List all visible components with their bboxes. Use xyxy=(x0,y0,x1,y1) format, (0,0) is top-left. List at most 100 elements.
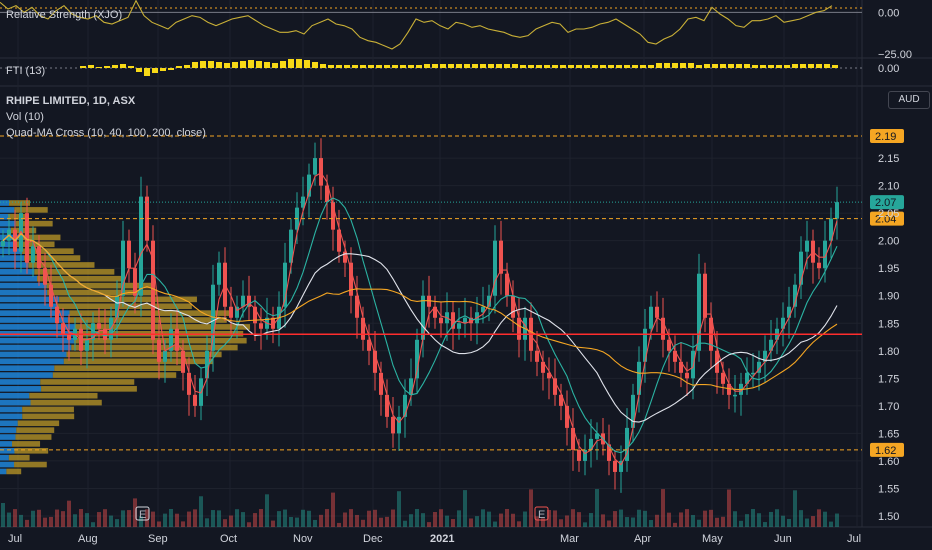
profile-bar-down xyxy=(68,317,227,323)
profile-bar-up xyxy=(0,441,13,447)
candle-body xyxy=(829,218,833,241)
volume-bar xyxy=(337,522,341,527)
ma-legend[interactable]: Quad-MA Cross (10, 40, 100, 200, close) xyxy=(6,127,206,139)
candle-body xyxy=(259,323,263,329)
time-tick-label: Mar xyxy=(560,533,579,545)
volume-bar xyxy=(217,510,221,527)
horizontal-levels: 2.19 2.04 1.62 2.07 xyxy=(0,129,904,457)
profile-bar-up xyxy=(0,406,23,413)
fti-bar xyxy=(200,61,206,68)
candle-body xyxy=(163,350,167,362)
profile-bar-down xyxy=(30,399,102,406)
volume-bar xyxy=(655,514,659,527)
volume-bar xyxy=(115,519,119,527)
candle-body xyxy=(43,268,47,285)
volume-bar xyxy=(121,510,125,527)
candle-body xyxy=(31,246,35,263)
volume-bar xyxy=(247,522,251,527)
fti-bar xyxy=(144,68,150,76)
last-price-badge xyxy=(870,195,904,210)
profile-bar-up xyxy=(0,413,23,420)
time-tick-label: Sep xyxy=(148,533,168,545)
volume-bar xyxy=(673,522,677,527)
volume-bar xyxy=(103,509,107,527)
profile-bar-down xyxy=(16,427,55,433)
candle-body xyxy=(781,317,785,329)
ma100-line xyxy=(2,232,838,423)
volume-bar xyxy=(199,496,203,527)
fti-bar xyxy=(552,65,558,68)
volume-bar xyxy=(517,521,521,527)
price-tick-label: 1.90 xyxy=(878,291,899,303)
time-axis[interactable]: Jul Aug Sep Oct Nov Dec 2021 Mar Apr May Jun Jul xyxy=(8,533,861,545)
symbol-title[interactable]: RHIPE LIMITED, 1D, ASX xyxy=(6,95,136,107)
profile-bar-down xyxy=(22,248,74,254)
profile-bar-down xyxy=(14,207,48,213)
fti-bar xyxy=(616,65,622,68)
profile-bar-up xyxy=(0,317,69,323)
ma40-line xyxy=(2,197,838,454)
candle-body xyxy=(505,273,509,296)
candle-body xyxy=(415,339,419,379)
fti-bar xyxy=(352,65,358,68)
volume-bar xyxy=(271,520,275,527)
fti-bar xyxy=(168,68,174,70)
volume-bar xyxy=(631,517,635,527)
price-tick-label: 1.65 xyxy=(878,428,899,440)
price-axis[interactable]: 1.50 1.55 1.60 1.65 1.70 1.75 1.80 1.85 1.90 1.95… xyxy=(878,153,899,523)
profile-bar-up xyxy=(0,399,31,406)
rs-panel: 0.00 −25.00 xyxy=(0,0,912,61)
profile-bar-down xyxy=(9,200,31,206)
candle-body xyxy=(193,394,197,406)
candle-body xyxy=(421,295,425,340)
fti-bar xyxy=(656,63,662,68)
volume-bar xyxy=(523,511,527,527)
volume-bar xyxy=(709,509,713,527)
candle-body xyxy=(385,394,389,417)
rs-legend[interactable]: Relative Strength (XJO) xyxy=(6,9,122,21)
candle-body xyxy=(355,295,359,318)
candle-body xyxy=(139,196,143,296)
fti-bar xyxy=(440,64,446,68)
currency-selector[interactable]: AUD xyxy=(888,91,930,109)
fti-bar xyxy=(368,65,374,68)
volume-bar xyxy=(529,489,533,527)
profile-bar-up xyxy=(0,392,30,399)
vol-legend[interactable]: Vol (10) xyxy=(6,111,44,123)
earnings-marker-letter: E xyxy=(538,509,545,521)
fti-bar xyxy=(424,64,430,68)
fti-bar xyxy=(416,65,422,68)
volume-bar xyxy=(283,509,287,527)
level-badge xyxy=(870,442,904,457)
time-tick-label: May xyxy=(702,533,723,545)
candle-body xyxy=(673,350,677,362)
fti-legend[interactable]: FTI (13) xyxy=(6,65,45,77)
volume-bar xyxy=(685,509,689,527)
profile-bar-down xyxy=(8,454,30,461)
volume-bar xyxy=(601,514,605,527)
candle-body xyxy=(619,460,623,472)
time-tick-label: Jun xyxy=(774,533,792,545)
candle-body xyxy=(589,438,593,450)
fti-bar xyxy=(464,64,470,68)
level-badge-label: 1.62 xyxy=(875,445,896,457)
candles xyxy=(1,138,839,493)
volume-bar xyxy=(61,511,65,527)
volume-bar xyxy=(793,490,797,527)
volume-bar xyxy=(481,509,485,527)
volume-bar xyxy=(385,516,389,527)
profile-bar-down xyxy=(28,262,95,268)
profile-bar-up xyxy=(0,468,7,475)
fti-bar xyxy=(760,65,766,68)
candle-body xyxy=(229,306,233,318)
fti-bar xyxy=(600,65,606,68)
candle-body xyxy=(373,350,377,373)
last-price-label: 2.07 xyxy=(875,197,896,209)
fti-bar xyxy=(208,61,214,68)
candle-body xyxy=(397,416,401,434)
fti-bar xyxy=(288,59,294,68)
fti-bar xyxy=(824,64,830,68)
profile-bar-down xyxy=(66,351,222,358)
level-badge-label: 2.19 xyxy=(875,131,896,143)
